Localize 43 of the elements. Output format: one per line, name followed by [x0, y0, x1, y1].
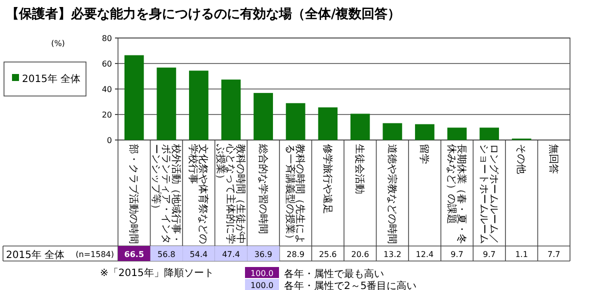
annotation: 100.0	[250, 269, 274, 278]
data-label: 9.7	[482, 250, 496, 259]
category: 長期休業（春・夏・冬休みなど）の課題	[446, 144, 466, 244]
annotation: 100.0	[250, 281, 274, 290]
data-label: 7.7	[548, 250, 560, 259]
category: 教科の時間（先生による一斉講義型の授業）	[284, 144, 306, 244]
data-label: 56.8	[158, 250, 176, 259]
category: 無回答	[547, 144, 558, 174]
legend: 2015年 全体	[22, 74, 81, 85]
category: 留学	[418, 144, 430, 164]
data-label: 28.9	[286, 250, 304, 259]
data-label: 54.4	[190, 250, 208, 259]
annotation: ※「2015年」降順ソート	[100, 268, 214, 279]
data-label: 36.9	[254, 250, 272, 259]
category: ロングホームルーム／ショートホームルーム	[478, 144, 499, 244]
category: その他	[515, 144, 526, 174]
title: 【保護者】必要な能力を身につけるのに有効な場（全体/複数回答）	[6, 7, 401, 22]
category: 道徳や宗教などの時間	[386, 144, 397, 244]
category: 校外活動（地域行事・ボランティア・インターンシップ等）	[150, 144, 181, 244]
category: 部・クラブ活動の時間	[128, 144, 139, 244]
ytick: 60	[102, 60, 112, 68]
category: 生徒会活動	[354, 144, 365, 194]
data-label: 12.4	[416, 250, 434, 259]
category: 文化祭や体育祭などの学校行事	[187, 144, 208, 244]
data-label: 66.5	[124, 250, 144, 259]
category: 教科の時間（生徒が中心となって主体的に学ぶ授業）	[214, 144, 246, 244]
ytick: 40	[102, 85, 112, 94]
ytick: 20	[102, 110, 112, 120]
ytick: 0	[106, 136, 112, 145]
annotation: (n=1584)	[76, 250, 114, 259]
ytick: 80	[102, 34, 112, 43]
data-label: 20.6	[351, 250, 370, 259]
data-label: 1.1	[515, 250, 528, 259]
ylabel: (%)	[51, 39, 65, 48]
annotation: 各年・属性で2～5番目に高い	[284, 281, 417, 290]
category: 総合的な学習の時間	[256, 144, 268, 234]
row-label: 2015年 全体	[6, 250, 65, 261]
data-label: 25.6	[318, 250, 337, 259]
data-label: 13.2	[384, 250, 402, 259]
annotation: 各年・属性で最も高い	[284, 269, 384, 280]
data-label: 9.7	[450, 250, 464, 259]
data-label: 47.4	[222, 250, 240, 259]
category: 修学旅行や遠足	[321, 144, 332, 214]
